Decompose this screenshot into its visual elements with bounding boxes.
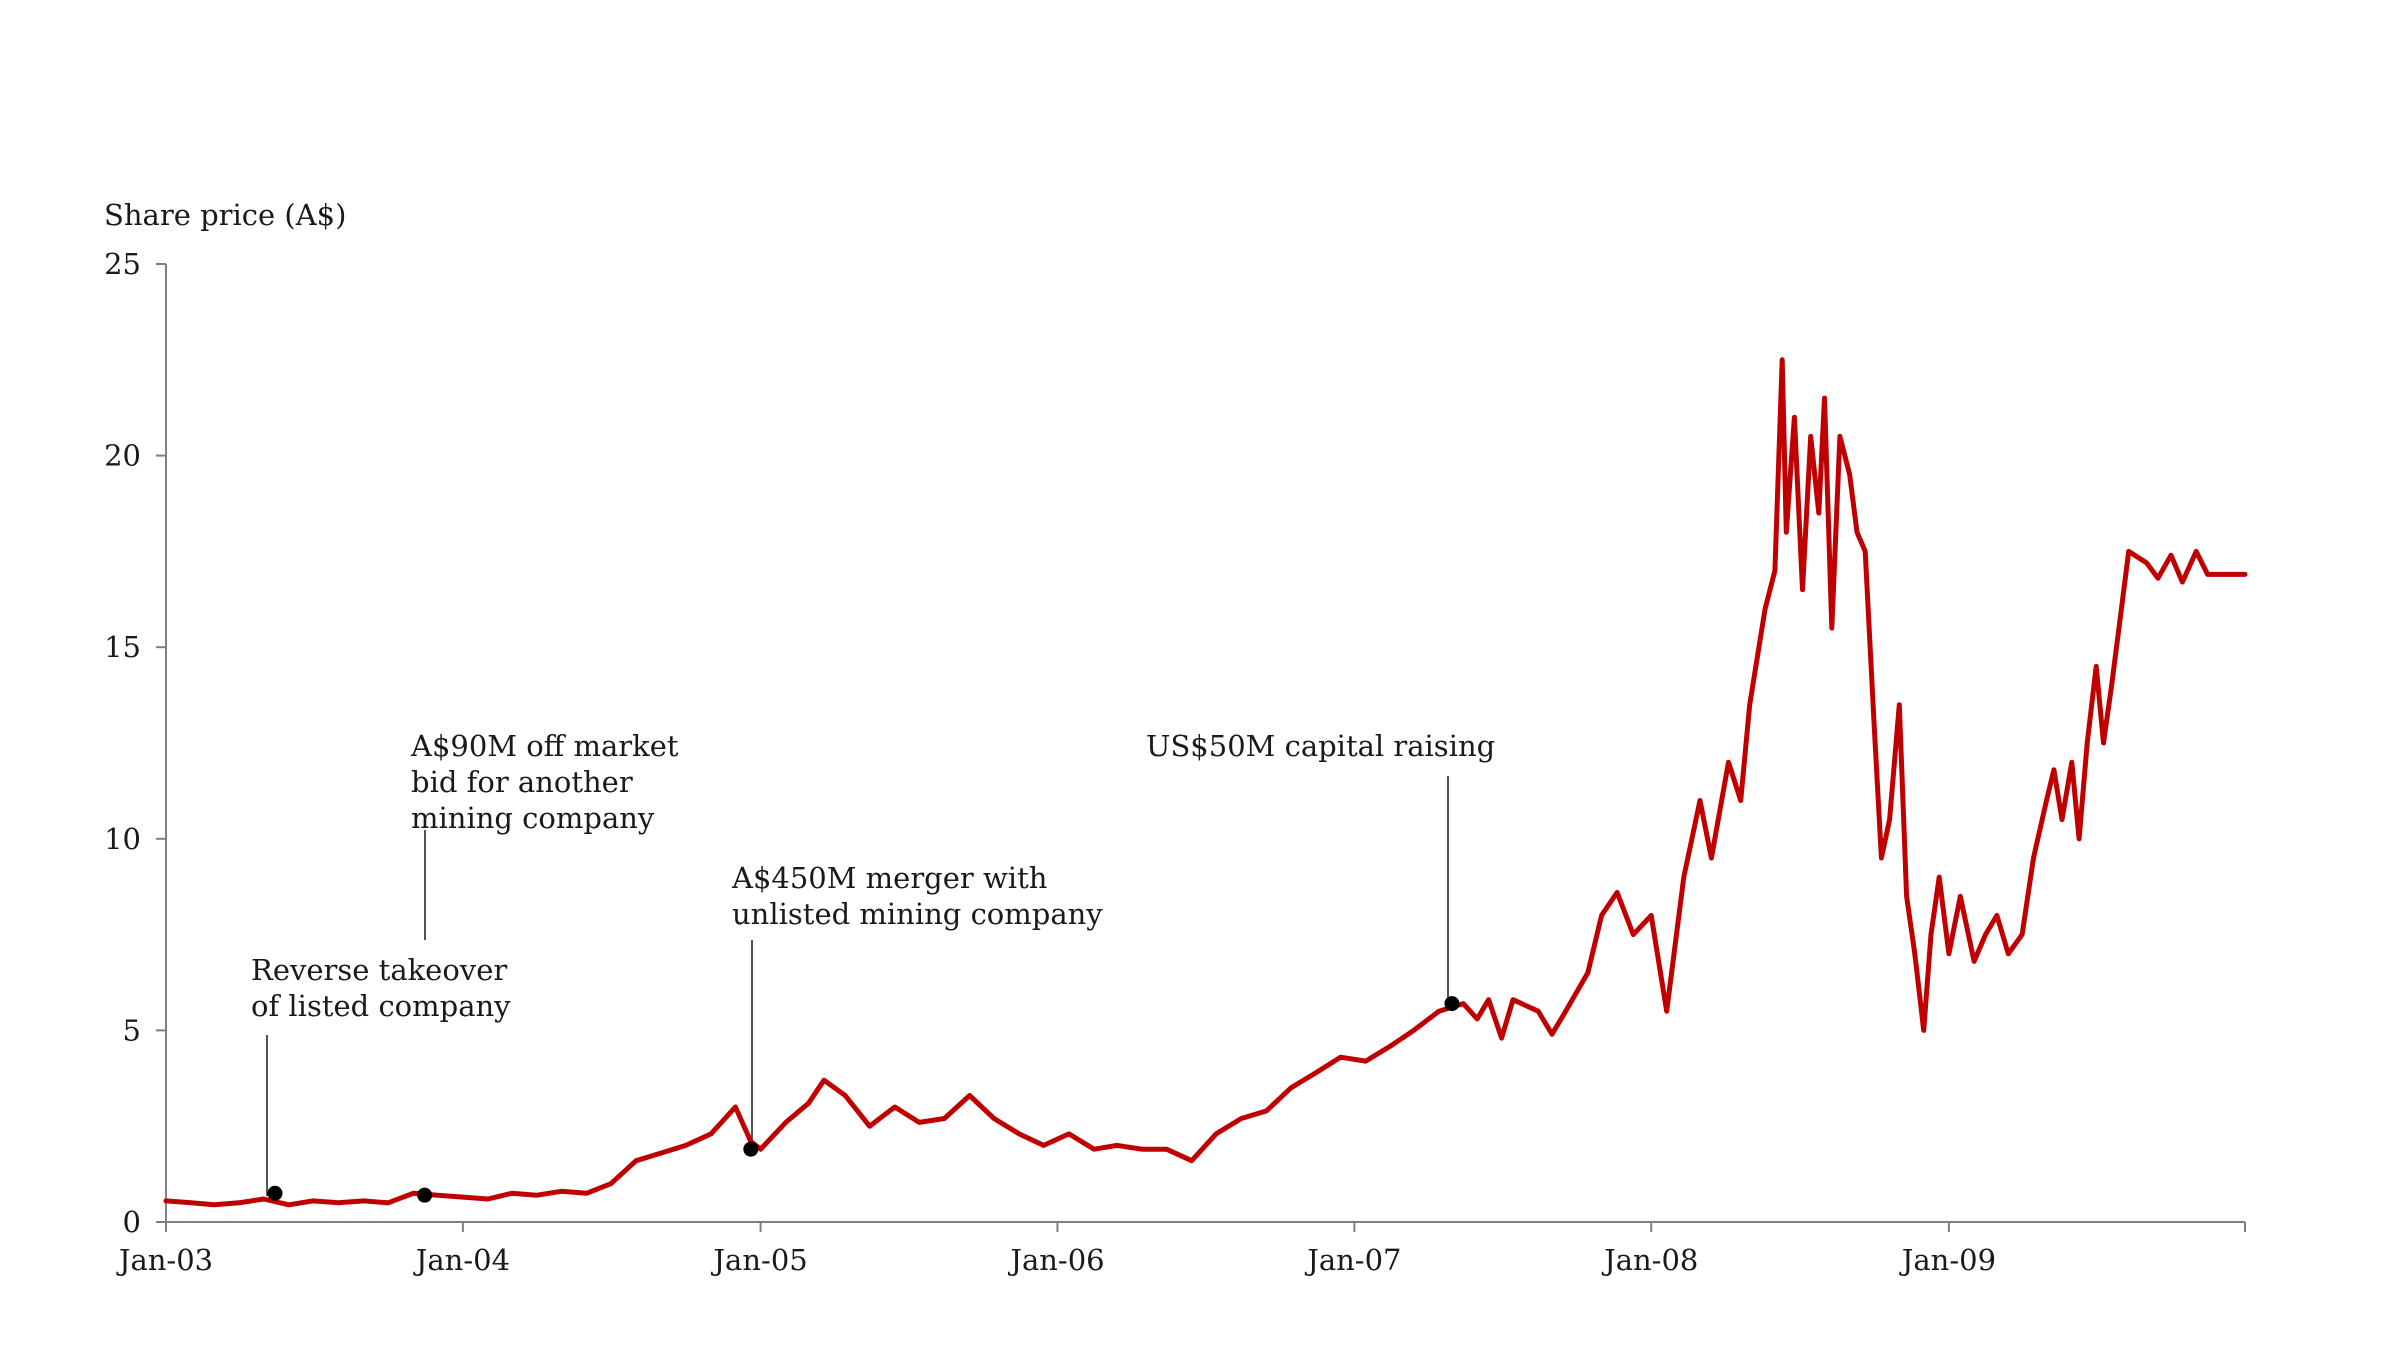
annotations: Reverse takeover of listed company A$90M o… [251, 729, 1495, 1196]
annotation-line: US$50M capital raising [1146, 729, 1495, 763]
x-tick-label: Jan-06 [1007, 1243, 1104, 1277]
price-line [163, 357, 2248, 1208]
chart-axes [156, 263, 2246, 1232]
y-tick-label: 25 [104, 247, 141, 281]
y-tick-label: 0 [123, 1205, 141, 1239]
event-marker-dot [1444, 996, 1460, 1012]
annotation-text: A$90M off market bid for another mining co… [410, 729, 679, 835]
annotation-line: unlisted mining company [732, 897, 1103, 931]
x-tick-label: Jan-08 [1601, 1243, 1698, 1277]
y-tick-label: 20 [104, 439, 141, 473]
annotation-line: A$90M off market [410, 729, 679, 763]
y-axis-title: Share price (A$) [104, 198, 346, 232]
annotation-line: bid for another [411, 765, 633, 799]
annotation-text: A$450M merger with unlisted mining compan… [731, 861, 1103, 931]
x-tick-label: Jan-05 [710, 1243, 807, 1277]
y-tick-label: 10 [104, 822, 141, 856]
annotation-text: US$50M capital raising [1146, 729, 1495, 763]
annotation-line: of listed company [251, 989, 511, 1023]
x-tick-labels: Jan-03 Jan-04 Jan-05 Jan-06 Jan-07 Jan-08 Jan-… [116, 1243, 1996, 1277]
event-marker-dot [743, 1141, 759, 1157]
y-tick-labels: 0 5 10 15 20 25 [104, 247, 141, 1239]
x-tick-label: Jan-07 [1304, 1243, 1401, 1277]
event-marker-dot [417, 1187, 433, 1203]
x-tick-label: Jan-09 [1899, 1243, 1996, 1277]
x-tick-label: Jan-03 [116, 1243, 213, 1277]
annotation-text: Reverse takeover of listed company [251, 953, 511, 1023]
y-tick-label: 5 [123, 1013, 141, 1047]
y-tick-label: 15 [104, 630, 141, 664]
x-tick-label: Jan-04 [413, 1243, 510, 1277]
event-markers [267, 996, 1460, 1203]
event-marker-dot [267, 1185, 283, 1201]
annotation-line: Reverse takeover [251, 953, 507, 987]
annotation-line: A$450M merger with [731, 861, 1047, 895]
annotation-line: mining company [411, 801, 655, 835]
price-series [163, 357, 2248, 1208]
